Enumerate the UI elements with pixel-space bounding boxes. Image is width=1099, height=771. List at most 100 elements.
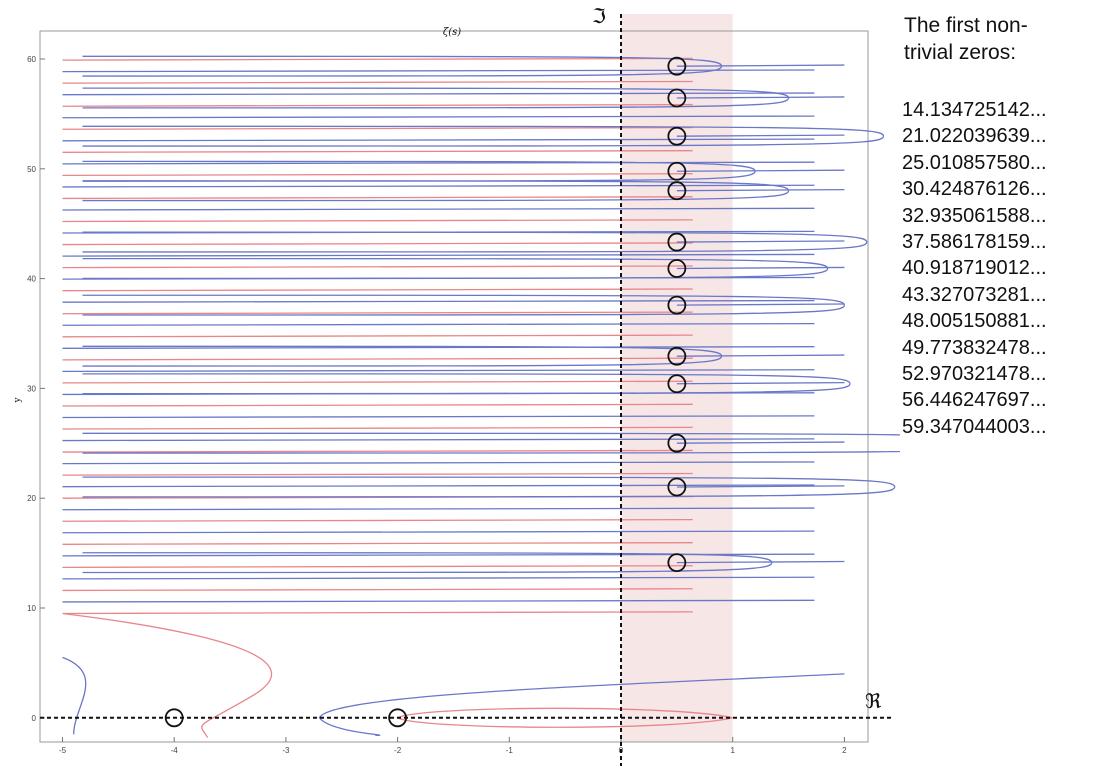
real-part-contour: [62, 334, 693, 338]
imaginary-part-contour: [62, 115, 815, 119]
zeros-heading: The first non-trivial zeros:: [904, 14, 1028, 64]
imaginary-part-contour: [676, 134, 845, 137]
imaginary-part-contour: [82, 373, 851, 384]
imaginary-part-contour: [82, 136, 885, 147]
imaginary-part-contour: [676, 485, 845, 488]
imaginary-part-contour: [82, 231, 868, 243]
imaginary-part-contour: [82, 125, 885, 137]
y-tick-label: 0: [32, 714, 37, 723]
zero-value: 52.970321478...: [902, 363, 1047, 386]
imaginary-part-contour: [676, 96, 845, 99]
zero-value: 49.773832478...: [902, 336, 1047, 359]
x-tick-label: -1: [506, 746, 514, 755]
imaginary-part-contour: [318, 673, 845, 737]
zero-value: 56.446247697...: [902, 389, 1047, 412]
critical-strip: [621, 14, 733, 742]
imaginary-part-contour: [676, 441, 845, 444]
imaginary-part-contour: [676, 188, 845, 192]
x-tick-label: 2: [842, 746, 847, 755]
imaginary-part-contour: [62, 92, 815, 96]
imaginary-part-contour: [82, 552, 773, 563]
y-tick-label: 40: [27, 275, 36, 284]
real-part-contour: [62, 311, 693, 315]
real-part-contour: [62, 565, 693, 569]
zeta-contour-plot: -5-4-3-2-10120102030405060 ζ(s) y ℜ ℑ: [13, 4, 900, 766]
y-tick-label: 60: [27, 55, 36, 64]
real-part-contour: [62, 426, 693, 430]
imaginary-part-contour: [62, 484, 815, 488]
zero-circle: [667, 346, 687, 366]
imaginary-part-contour: [82, 160, 756, 172]
imaginary-part-contour: [676, 266, 845, 270]
real-part-contour: [62, 449, 693, 453]
real-part-contour: [62, 80, 693, 84]
imaginary-part-contour: [82, 66, 723, 77]
real-part-contour: [62, 357, 693, 361]
x-tick-label: -3: [282, 746, 290, 755]
imaginary-part-contour: [676, 240, 845, 243]
imaginary-axis-label: ℑ: [592, 4, 606, 28]
imaginary-part-contour: [62, 69, 815, 73]
zero-circle: [667, 553, 687, 573]
real-part-contour: [62, 542, 693, 545]
zero-circle: [667, 374, 687, 394]
imaginary-part-contour: [62, 507, 815, 511]
x-tick-label: -2: [394, 746, 402, 755]
zero-value: 37.586178159...: [902, 231, 1047, 254]
zero-value: 59.347044003...: [902, 415, 1047, 438]
zero-circle: [667, 181, 687, 201]
imaginary-part-contour: [62, 438, 815, 442]
imaginary-part-contour: [62, 184, 815, 188]
imaginary-part-contour: [62, 461, 815, 465]
imaginary-part-contour: [676, 560, 845, 564]
imaginary-part-contour: [82, 383, 851, 395]
imaginary-part-contour: [62, 161, 815, 165]
real-part-contour: [62, 518, 693, 522]
y-tick-label: 20: [27, 494, 36, 503]
real-part-contour: [62, 150, 693, 153]
zero-circle: [667, 232, 687, 252]
zero-circle: [667, 477, 687, 497]
real-part-contour: [62, 242, 693, 246]
zeros-list: 14.134725142... 21.022039639... 25.0108575…: [902, 97, 1092, 440]
x-tick-label: -4: [171, 746, 179, 755]
y-tick-label: 30: [27, 384, 36, 393]
zero-circle: [667, 126, 687, 146]
imaginary-part-contour: [82, 356, 723, 367]
contour-curves: [62, 55, 900, 738]
imaginary-part-contour: [676, 381, 845, 385]
zero-value: 48.005150881...: [902, 310, 1047, 333]
real-part-contour: [62, 196, 693, 200]
imaginary-part-contour: [676, 354, 845, 357]
imaginary-part-contour: [82, 345, 723, 357]
x-tick-label: 1: [730, 746, 735, 755]
imaginary-part-contour: [62, 207, 815, 211]
imaginary-part-contour: [62, 346, 815, 349]
real-part-contour: [62, 103, 693, 107]
imaginary-part-contour: [62, 599, 815, 603]
imaginary-part-contour: [62, 322, 815, 326]
imaginary-part-contour: [82, 241, 868, 253]
imaginary-part-contour: [82, 294, 846, 306]
zero-circle: [667, 433, 687, 453]
real-part-contour: [62, 472, 693, 476]
imaginary-part-contour: [82, 55, 723, 67]
imaginary-part-contour: [676, 64, 845, 67]
zero-value: 14.134725142...: [902, 99, 1047, 121]
imaginary-part-contour: [82, 476, 896, 488]
zero-circle: [667, 295, 687, 315]
imaginary-part-contour: [82, 432, 900, 436]
real-part-contour: [62, 611, 693, 615]
zero-value: 40.918719012...: [902, 257, 1047, 280]
zero-circle: [388, 708, 408, 728]
chart-title: ζ(s): [443, 27, 461, 38]
real-axis-label: ℜ: [865, 689, 882, 713]
imaginary-part-contour: [82, 450, 900, 454]
zero-value: 43.327073281...: [902, 283, 1047, 306]
real-part-contour: [62, 588, 693, 592]
zero-circle: [667, 56, 687, 76]
imaginary-part-contour: [82, 268, 829, 280]
imaginary-part-contour: [676, 303, 845, 306]
imaginary-part-contour: [62, 530, 815, 534]
imaginary-part-contour: [62, 576, 815, 580]
